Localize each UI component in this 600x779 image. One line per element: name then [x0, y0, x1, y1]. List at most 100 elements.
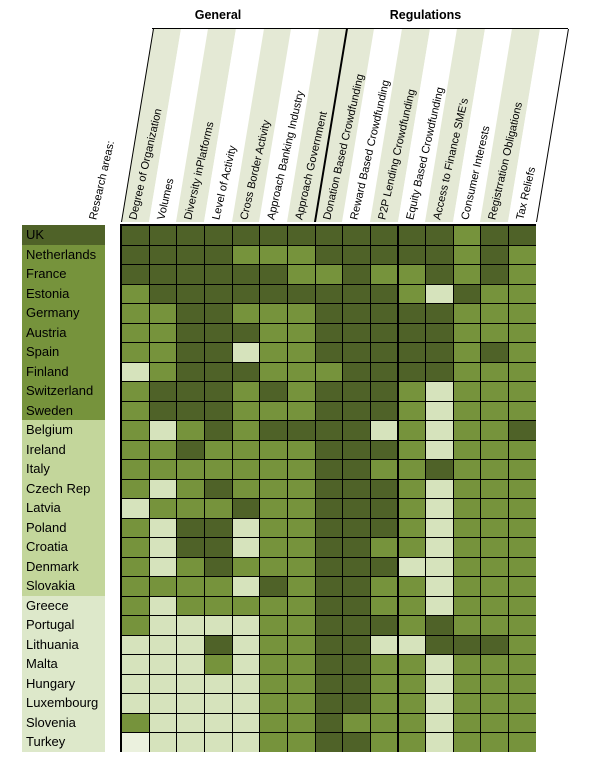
row-label: Germany [22, 303, 105, 323]
row-label: France [22, 264, 105, 284]
heatmap-cell [204, 518, 232, 537]
heatmap-cell [398, 226, 426, 245]
heatmap-cell [481, 343, 509, 362]
heatmap-cell [453, 226, 481, 245]
heatmap-cell [481, 265, 509, 284]
heatmap-cell [509, 557, 536, 576]
research-areas-corner-label: Research areas: [87, 139, 118, 221]
heatmap-cell [204, 226, 232, 245]
heatmap-cell [370, 655, 398, 674]
heatmap-cell [177, 518, 204, 537]
heatmap-cell [204, 596, 232, 615]
heatmap-cell [343, 226, 370, 245]
heatmap-cell [232, 694, 260, 713]
heatmap-cell [204, 499, 232, 518]
heatmap-cell [232, 616, 260, 635]
heatmap-cell [343, 401, 370, 420]
heatmap-cell [343, 557, 370, 576]
heatmap-cell [260, 655, 287, 674]
heatmap-cell [343, 499, 370, 518]
heatmap-cell [453, 596, 481, 615]
heatmap-cell [232, 655, 260, 674]
heatmap-cell [204, 577, 232, 596]
heatmap-cell [370, 596, 398, 615]
heatmap-cell [232, 343, 260, 362]
heatmap-cell [177, 265, 204, 284]
heatmap-cell [260, 674, 287, 693]
heatmap-cell [204, 674, 232, 693]
heatmap-cell [204, 265, 232, 284]
heatmap-cell [177, 499, 204, 518]
heatmap-cell [509, 577, 536, 596]
heatmap-cell [481, 421, 509, 440]
heatmap-cell [398, 245, 426, 264]
heatmap-cell [204, 713, 232, 732]
heatmap-cell [481, 616, 509, 635]
heatmap-cell [343, 421, 370, 440]
heatmap-cell [122, 733, 149, 752]
heatmap-cell [149, 733, 177, 752]
heatmap-cell [370, 694, 398, 713]
heatmap-cell [343, 245, 370, 264]
heatmap-cell [232, 226, 260, 245]
heatmap-cell [122, 440, 149, 459]
heatmap-cell [287, 694, 315, 713]
heatmap-cell [509, 635, 536, 654]
heatmap-cell [260, 538, 287, 557]
heatmap-cell [398, 284, 426, 303]
heatmap-cell [149, 284, 177, 303]
heatmap-cell [287, 440, 315, 459]
heatmap-cell [453, 460, 481, 479]
heatmap-cell [260, 304, 287, 323]
heatmap-cell [509, 518, 536, 537]
heatmap-cell [260, 577, 287, 596]
heatmap-cell [204, 343, 232, 362]
heatmap-cell [398, 265, 426, 284]
heatmap-cell [287, 460, 315, 479]
heatmap-cell [177, 557, 204, 576]
heatmap-cell [398, 440, 426, 459]
heatmap-cell [453, 518, 481, 537]
heatmap-cell [509, 596, 536, 615]
heatmap-cell [343, 518, 370, 537]
row-label: Netherlands [22, 244, 105, 264]
heatmap-cell [177, 362, 204, 381]
heatmap-cell [260, 323, 287, 342]
heatmap-cell [232, 479, 260, 498]
heatmap-cell [177, 343, 204, 362]
heatmap-cell [426, 382, 453, 401]
heatmap-cell [370, 713, 398, 732]
heatmap-cell [509, 304, 536, 323]
heatmap-cell [177, 440, 204, 459]
heatmap-cell [315, 616, 343, 635]
heatmap-cell [426, 343, 453, 362]
heatmap-cell [149, 460, 177, 479]
heatmap-cell [481, 323, 509, 342]
heatmap-cell [315, 304, 343, 323]
heatmap-cell [370, 499, 398, 518]
heatmap-cell [509, 479, 536, 498]
heatmap-cell [481, 440, 509, 459]
heatmap-cell [370, 518, 398, 537]
heatmap-cell [370, 733, 398, 752]
heatmap-cell [453, 499, 481, 518]
heatmap-cell [398, 713, 426, 732]
heatmap-cell [204, 440, 232, 459]
heatmap-cell [343, 655, 370, 674]
heatmap-cell [343, 440, 370, 459]
row-label: Greece [22, 595, 105, 615]
heatmap-cell [287, 713, 315, 732]
heatmap-cell [315, 245, 343, 264]
heatmap-cell [315, 674, 343, 693]
heatmap-cell [287, 538, 315, 557]
heatmap-cell [453, 421, 481, 440]
heatmap-cell [177, 421, 204, 440]
row-label: Slovenia [22, 712, 105, 732]
heatmap-cell [481, 694, 509, 713]
heatmap-cell [260, 616, 287, 635]
heatmap-cell [122, 713, 149, 732]
heatmap-cell [232, 284, 260, 303]
heatmap-cell [232, 557, 260, 576]
heatmap-cell [315, 635, 343, 654]
heatmap-cell [426, 635, 453, 654]
